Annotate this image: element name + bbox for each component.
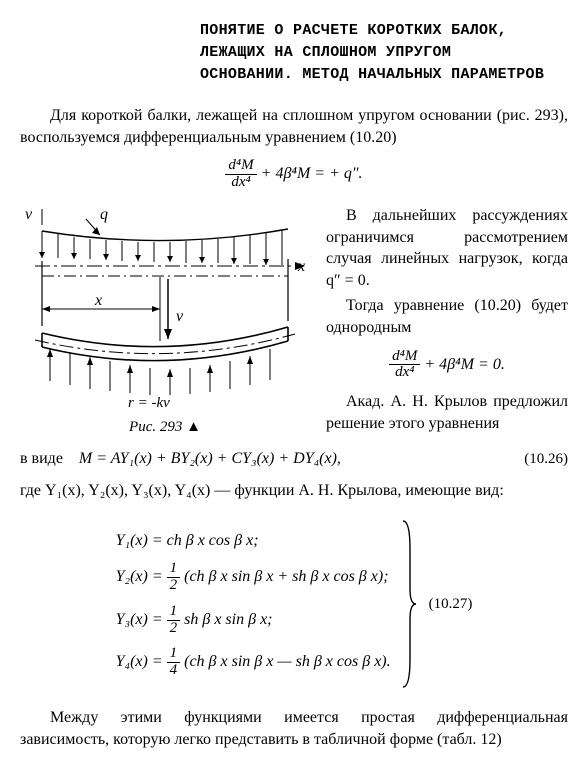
eq-y3: Y₃(x) = 12 sh β x sin β x; [116,604,391,637]
brace-icon [399,519,417,689]
equation-system-10-27: Y₁(x) = ch β x cos β x; Y₂(x) = 12 (ch β… [20,519,568,689]
reaction-label: r = -kv [128,395,170,411]
dim-x-label: x [94,292,102,309]
eq-text: + 4β⁴M = 0. [424,355,504,372]
inline-text: в виде [20,450,63,467]
heading-line: ОСНОВАНИИ. МЕТОД НАЧАЛЬНЫХ ПАРАМЕТРОВ [200,66,544,83]
eq-denominator: dx⁴ [389,365,420,381]
axis-v-label: v [25,206,33,223]
eq-y4: Y₄(x) = 14 (ch β x sin β x — sh β x cos … [116,646,391,679]
equation-M-row: в виде M = AY₁(x) + BY₂(x) + CY₃(x) + DY… [20,448,568,470]
equation-M: M = AY₁(x) + BY₂(x) + CY₃(x) + DY₄(x), [79,450,341,467]
section-heading: ПОНЯТИЕ О РАСЧЕТЕ КОРОТКИХ БАЛОК, ЛЕЖАЩИ… [200,20,568,85]
figure-beam-diagram: v q x [20,201,310,411]
eq-numerator: d⁴M [389,349,420,366]
equation-number: (10.27) [429,594,473,614]
figure-column: v q x [20,201,310,437]
paragraph: Между этими функциями имеется простая ди… [20,707,568,750]
load-q-label: q [100,206,108,223]
equation-1: d⁴M dx⁴ + 4β⁴M = + q″. [20,158,568,191]
v-arrow-label: v [176,308,184,325]
paragraph: Для короткой балки, лежащей на сплошном … [20,105,568,148]
eq-denominator: dx⁴ [225,175,256,191]
eq-y1: Y₁(x) = ch β x cos β x; [116,530,391,552]
eq-numerator: d⁴M [225,158,256,175]
paragraph: где Y₁(x), Y₂(x), Y₃(x), Y₄(x) — функции… [20,480,568,502]
figure-caption: Рис. 293 ▲ [20,417,310,437]
heading-line: ЛЕЖАЩИХ НА СПЛОШНОМ УПРУГОМ [200,44,451,61]
heading-line: ПОНЯТИЕ О РАСЧЕТЕ КОРОТКИХ БАЛОК, [200,22,507,39]
eq-y2: Y₂(x) = 12 (ch β x sin β x + sh β x cos … [116,561,391,594]
equation-number: (10.26) [524,449,568,469]
eq-text: + 4β⁴M = + q″. [261,165,363,182]
